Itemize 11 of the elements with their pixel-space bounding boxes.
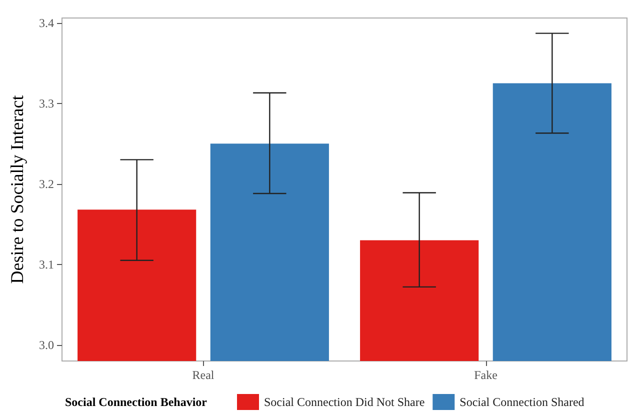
legend-label: Social Connection Did Not Share xyxy=(264,395,425,409)
legend-title: Social Connection Behavior xyxy=(65,395,208,409)
y-tick-label: 3.1 xyxy=(39,257,54,272)
y-axis-title: Desire to Socially Interact xyxy=(7,95,27,284)
y-tick-label: 3.0 xyxy=(39,338,54,352)
x-tick-label: Fake xyxy=(474,368,498,382)
y-tick-label: 3.4 xyxy=(39,16,54,30)
y-tick-label: 3.3 xyxy=(39,96,54,110)
legend-label: Social Connection Shared xyxy=(460,395,584,409)
x-tick-label: Real xyxy=(192,368,215,382)
y-tick-label: 3.2 xyxy=(39,176,54,191)
